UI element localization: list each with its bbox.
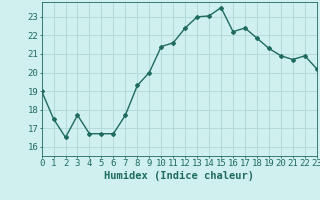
X-axis label: Humidex (Indice chaleur): Humidex (Indice chaleur) <box>104 171 254 181</box>
